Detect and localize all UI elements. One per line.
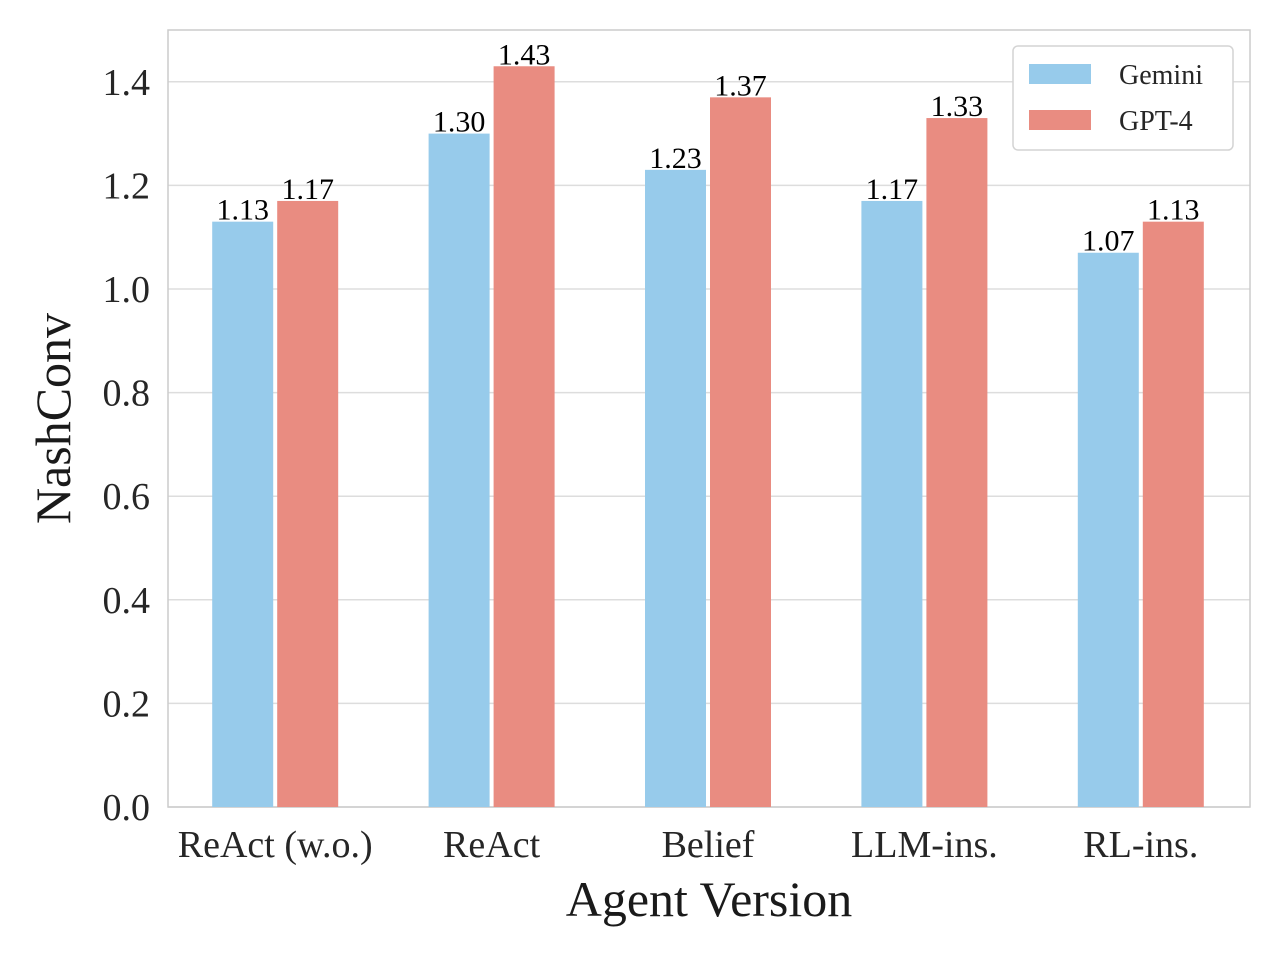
y-tick-label: 0.6 xyxy=(103,476,151,518)
x-tick-label: ReAct xyxy=(443,824,541,866)
legend-swatch xyxy=(1029,110,1091,130)
bar-gemini xyxy=(428,133,490,808)
bar-gpt-4 xyxy=(277,200,339,807)
data-labels: 1.13 1.17 1.30 1.43 1.23 1.37 1.17 1.33 1.07 1.13 xyxy=(216,38,1199,257)
bar-gemini xyxy=(212,221,274,807)
bar-gpt-4 xyxy=(493,66,555,807)
legend-label: Gemini xyxy=(1119,60,1203,91)
bar-gemini xyxy=(645,169,706,808)
bar-gpt-4 xyxy=(926,118,988,807)
grid-lines xyxy=(168,81,1250,808)
data-label: 1.13 xyxy=(216,194,269,227)
bar-gpt-4 xyxy=(1142,221,1204,807)
x-tick-label: ReAct (w.o.) xyxy=(178,824,373,866)
x-tick-label: LLM-ins. xyxy=(851,824,998,866)
legend-label: GPT-4 xyxy=(1119,106,1193,137)
bar-gemini xyxy=(1077,252,1139,808)
y-tick-label: 1.4 xyxy=(103,62,151,104)
y-tick-label: 0.0 xyxy=(103,787,151,829)
plot-frame xyxy=(167,29,1251,808)
data-label: 1.17 xyxy=(281,173,334,206)
data-label: 1.37 xyxy=(714,69,767,102)
bar-gpt-4 xyxy=(710,97,771,808)
y-tick-label: 0.4 xyxy=(103,580,151,622)
data-label: 1.17 xyxy=(866,173,919,206)
data-label: 1.30 xyxy=(433,106,486,139)
y-tick-label: 1.2 xyxy=(103,165,151,207)
bar-gemini xyxy=(861,200,923,807)
y-tick-label: 1.0 xyxy=(103,269,151,311)
y-axis-title: NashConv xyxy=(25,313,81,524)
y-axis-ticks: 0.0 0.2 0.4 0.6 0.8 1.0 1.2 1.4 xyxy=(103,62,151,829)
y-tick-label: 0.2 xyxy=(103,683,151,725)
legend: Gemini GPT-4 xyxy=(1012,45,1234,151)
legend-swatch xyxy=(1029,64,1091,84)
data-label: 1.13 xyxy=(1147,194,1200,227)
x-axis-ticks: ReAct (w.o.) ReAct Belief LLM-ins. RL-ins. xyxy=(178,824,1199,866)
y-tick-label: 0.8 xyxy=(103,373,151,415)
data-label: 1.23 xyxy=(649,142,702,175)
data-label: 1.07 xyxy=(1082,225,1135,258)
data-label: 1.43 xyxy=(498,38,551,71)
x-axis-title: Agent Version xyxy=(566,871,853,927)
x-tick-label: Belief xyxy=(662,824,755,866)
bars xyxy=(212,66,1204,808)
data-label: 1.33 xyxy=(931,90,984,123)
x-tick-label: RL-ins. xyxy=(1083,824,1198,866)
